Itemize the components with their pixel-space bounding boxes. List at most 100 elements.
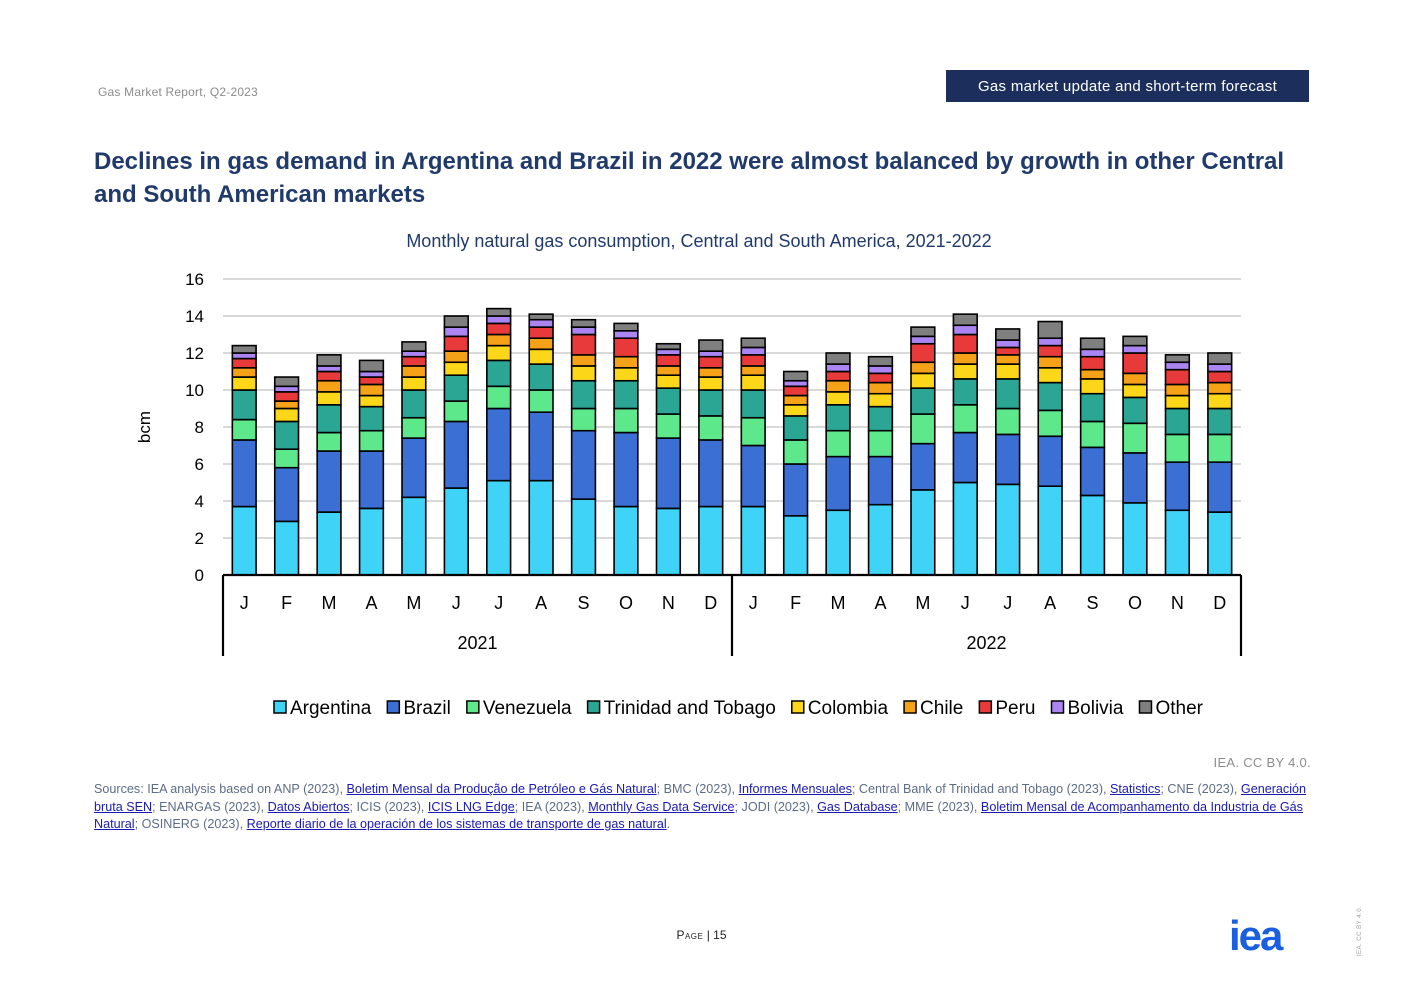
- bar-segment-trinidad-and-tobago: [910, 387, 936, 415]
- x-tick-label: S: [578, 593, 590, 613]
- source-link[interactable]: Boletim Mensal da Produção de Petróleo e…: [346, 782, 657, 796]
- bar-segment-colombia: [952, 363, 978, 380]
- stacked-bar-chart: 0 2 4 6 8 10 12 14 16 bcm J F M A M J J A S O N D J F M A M J J A S O N D…: [135, 270, 1243, 719]
- bar-segment-trinidad-and-tobago: [528, 363, 554, 391]
- bar-segment-colombia: [995, 363, 1021, 380]
- legend-label: Other: [1155, 698, 1203, 719]
- bar-segment-peru: [273, 391, 300, 402]
- bar-segment-bolivia: [231, 352, 257, 360]
- legend-swatch: [791, 700, 805, 714]
- source-link[interactable]: Reporte diario de la operación de los si…: [246, 817, 667, 831]
- bar-segment-brazil: [825, 455, 851, 512]
- bar-segment-chile: [1037, 355, 1063, 369]
- x-group-label: 2021: [457, 633, 497, 653]
- bar-segment-other: [655, 342, 682, 351]
- bar-segment-venezuela: [1037, 409, 1063, 438]
- x-tick-label: J: [494, 593, 503, 613]
- bar-segment-venezuela: [655, 413, 682, 439]
- bar-segment-colombia: [698, 376, 724, 391]
- bar-segment-brazil: [273, 466, 300, 523]
- bar-segment-venezuela: [825, 429, 851, 458]
- bar-segment-brazil: [231, 439, 257, 508]
- bar-segment-bolivia: [1122, 344, 1148, 354]
- legend-swatch: [1138, 700, 1153, 714]
- bar-segment-chile: [316, 379, 342, 393]
- x-group-label: 2022: [966, 633, 1006, 653]
- bar-segment-peru: [1164, 368, 1191, 386]
- bar-segment-peru: [358, 376, 385, 386]
- bar-segment-peru: [443, 335, 469, 352]
- bar-segment-colombia: [273, 407, 300, 423]
- bar-segment-chile: [1207, 381, 1233, 395]
- y-tick-label: 8: [195, 418, 204, 437]
- bar-segment-colombia: [443, 361, 469, 376]
- bar-segment-peru: [952, 333, 978, 354]
- bar-segment-bolivia: [655, 348, 682, 356]
- bar-segment-bolivia: [316, 365, 342, 373]
- page-number-value: 15: [713, 928, 727, 942]
- bar-segment-argentina: [486, 479, 512, 576]
- legend-label: Argentina: [290, 698, 372, 719]
- source-link[interactable]: Informes Mensuales: [738, 782, 852, 796]
- bar-segment-argentina: [1079, 494, 1106, 576]
- bar-segment-brazil: [782, 463, 809, 517]
- bar-segment-trinidad-and-tobago: [995, 378, 1021, 410]
- bar-segment-venezuela: [740, 416, 766, 447]
- bar-segment-bolivia: [867, 365, 894, 375]
- bar-segment-venezuela: [273, 448, 300, 469]
- bar-segment-colombia: [740, 374, 766, 391]
- bar-segment-colombia: [358, 394, 385, 408]
- source-link[interactable]: Statistics: [1110, 782, 1161, 796]
- bar-segment-bolivia: [570, 326, 597, 336]
- bar-segment-bolivia: [1207, 363, 1233, 373]
- source-text: ; BMC (2023),: [656, 782, 739, 796]
- bar-segment-trinidad-and-tobago: [1164, 407, 1191, 436]
- source-link[interactable]: Monthly Gas Data Service: [588, 799, 735, 814]
- x-tick-label: S: [1087, 593, 1099, 613]
- bar-segment-chile: [995, 354, 1021, 365]
- bar-segment-other: [273, 376, 300, 388]
- vertical-credit: IEA. CC BY 4.0.: [1357, 905, 1364, 957]
- bar-segment-other: [825, 352, 851, 365]
- bar-segment-other: [316, 354, 342, 367]
- x-tick-label: J: [452, 593, 461, 613]
- bar-segment-trinidad-and-tobago: [316, 403, 342, 434]
- bar-segment-chile: [952, 352, 978, 365]
- bar-segment-trinidad-and-tobago: [443, 374, 469, 402]
- bar-segment-argentina: [1207, 511, 1233, 576]
- legend-label: Venezuela: [483, 698, 572, 719]
- bar-segment-trinidad-and-tobago: [273, 420, 300, 451]
- source-link[interactable]: Datos Abiertos: [267, 799, 350, 814]
- y-tick-label: 6: [195, 455, 204, 474]
- source-link[interactable]: Boletim Mensal de Acompanhamento da Indu…: [94, 799, 1303, 832]
- x-tick-label: D: [704, 593, 717, 613]
- bar-segment-other: [995, 328, 1021, 341]
- x-tick-label: A: [535, 593, 547, 613]
- source-link[interactable]: ICIS LNG Edge: [427, 799, 515, 814]
- bar-segment-chile: [1122, 372, 1148, 386]
- bar-segment-colombia: [782, 403, 809, 417]
- bar-segment-peru: [698, 355, 724, 369]
- bar-segment-peru: [570, 333, 597, 356]
- source-link[interactable]: Generación bruta SEN: [94, 782, 1307, 814]
- bar-segment-venezuela: [1122, 422, 1148, 454]
- bar-segment-brazil: [698, 439, 724, 508]
- source-text: Sources: IEA analysis based on ANP (2023…: [94, 782, 347, 796]
- x-tick-label: N: [1171, 593, 1184, 613]
- bar-segment-brazil: [1207, 461, 1233, 513]
- bar-segment-other: [782, 370, 809, 382]
- source-text: ; JODI (2023),: [734, 799, 818, 814]
- source-link[interactable]: Gas Database: [817, 799, 898, 814]
- bar-segment-peru: [1207, 370, 1233, 384]
- x-tick-label: M: [915, 593, 930, 613]
- bar-segment-other: [528, 313, 554, 321]
- x-tick-label: A: [1044, 593, 1056, 613]
- bar-segment-peru: [995, 346, 1021, 356]
- bar-segment-venezuela: [486, 385, 512, 410]
- bar-segment-bolivia: [486, 315, 512, 325]
- x-tick-label: F: [790, 593, 801, 613]
- bar-segment-brazil: [1122, 452, 1148, 504]
- bar-segment-argentina: [316, 511, 342, 576]
- bar-segment-other: [1122, 335, 1148, 347]
- bar-segment-other: [1037, 320, 1063, 339]
